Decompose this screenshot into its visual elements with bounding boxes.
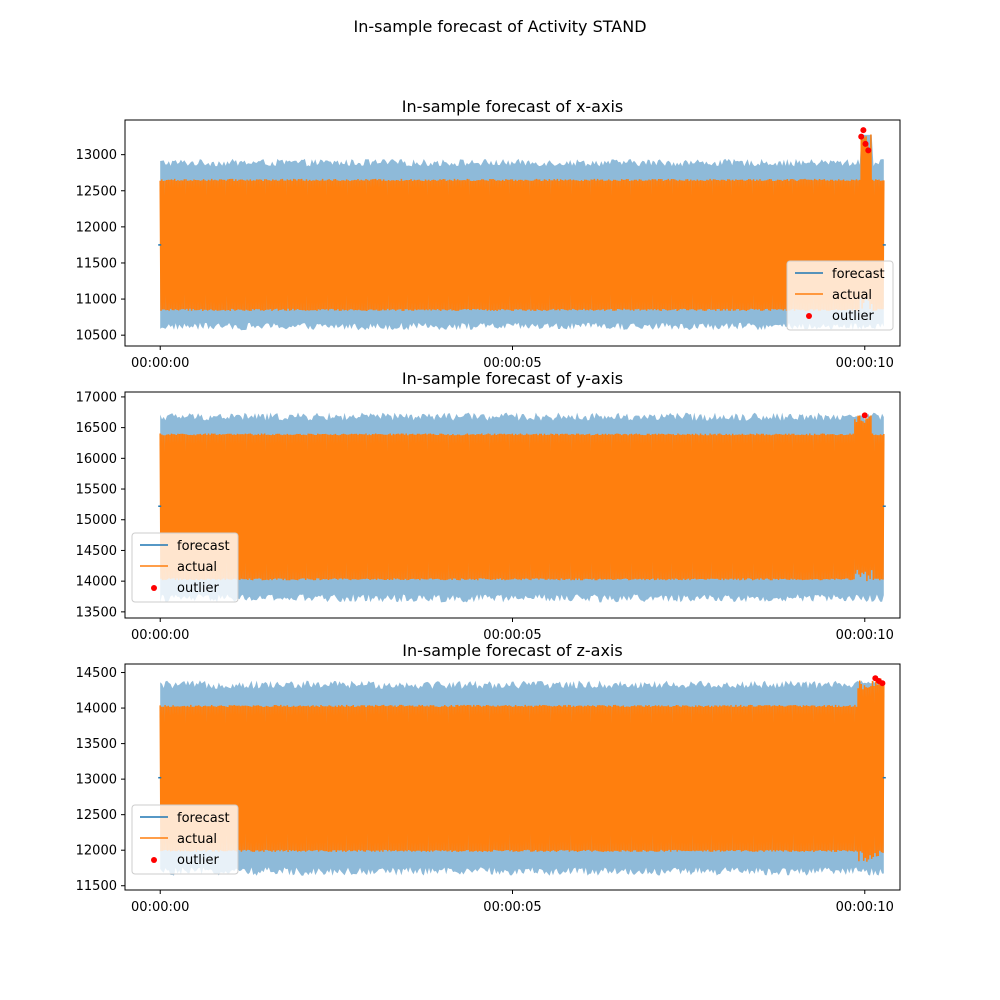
subplot-2: 13500 14000 14500 15000 15500 16000 16500 17000… bbox=[76, 369, 901, 643]
actual-line bbox=[159, 415, 885, 582]
legend-label: outlier bbox=[832, 309, 875, 324]
subplot-title: In-sample forecast of z-axis bbox=[402, 641, 622, 660]
subplot-title: In-sample forecast of y-axis bbox=[402, 369, 623, 388]
y-tick-label: 10500 bbox=[76, 329, 117, 344]
legend-outlier-swatch bbox=[806, 313, 812, 319]
y-tick-label: 12500 bbox=[76, 808, 117, 823]
legend-label: outlier bbox=[177, 853, 220, 868]
outlier-point bbox=[865, 147, 872, 154]
x-tick-label: 00:00:10 bbox=[836, 628, 894, 643]
plot-area bbox=[158, 127, 886, 331]
legend-label: forecast bbox=[832, 267, 885, 282]
legend-box bbox=[131, 804, 239, 875]
y-tick-label: 14500 bbox=[76, 544, 117, 559]
y-tick-label: 11000 bbox=[76, 293, 117, 308]
y-tick-label: 16500 bbox=[76, 421, 117, 436]
legend-box bbox=[131, 532, 239, 603]
y-tick-label: 12000 bbox=[76, 844, 117, 859]
legend-label: actual bbox=[177, 560, 217, 575]
legend: forecast actual outlier bbox=[786, 260, 894, 331]
subplot-1: 10500 11000 11500 12000 12500 13000 00:00:00 00… bbox=[76, 97, 901, 371]
outlier-point bbox=[879, 680, 886, 687]
y-tick-label: 16000 bbox=[76, 452, 117, 467]
actual-line bbox=[159, 678, 885, 862]
y-tick-label: 13500 bbox=[76, 605, 117, 620]
subplot-title: In-sample forecast of x-axis bbox=[402, 97, 623, 116]
outlier-point bbox=[861, 412, 868, 419]
legend: forecast actual outlier bbox=[131, 532, 239, 603]
x-tick-label: 00:00:05 bbox=[483, 356, 541, 371]
legend-label: actual bbox=[177, 832, 217, 847]
legend-outlier-swatch bbox=[151, 585, 157, 591]
x-tick-label: 00:00:10 bbox=[836, 900, 894, 915]
y-tick-label: 14000 bbox=[76, 575, 117, 590]
y-tick-label: 14500 bbox=[76, 666, 117, 681]
y-tick-label: 11500 bbox=[76, 256, 117, 271]
legend-label: forecast bbox=[177, 811, 230, 826]
x-tick-label: 00:00:00 bbox=[131, 900, 189, 915]
legend-label: outlier bbox=[177, 581, 220, 596]
y-tick-label: 15000 bbox=[76, 513, 117, 528]
outlier-point bbox=[858, 133, 865, 140]
x-tick-label: 00:00:05 bbox=[483, 900, 541, 915]
actual-line bbox=[159, 134, 885, 312]
legend-label: actual bbox=[832, 288, 872, 303]
x-tick-label: 00:00:00 bbox=[131, 356, 189, 371]
y-tick-label: 13000 bbox=[76, 148, 117, 163]
legend-outlier-swatch bbox=[151, 857, 157, 863]
y-tick-label: 17000 bbox=[76, 390, 117, 405]
x-tick-label: 00:00:00 bbox=[131, 628, 189, 643]
y-tick-label: 15500 bbox=[76, 483, 117, 498]
legend-box bbox=[786, 260, 894, 331]
y-tick-label: 13500 bbox=[76, 737, 117, 752]
plot-area bbox=[158, 412, 886, 603]
y-tick-label: 12000 bbox=[76, 220, 117, 235]
legend-label: forecast bbox=[177, 539, 230, 554]
y-tick-label: 14000 bbox=[76, 702, 117, 717]
subplot-3: 11500 12000 12500 13000 13500 14000 14500 00:00… bbox=[76, 641, 901, 915]
x-tick-label: 00:00:05 bbox=[483, 628, 541, 643]
x-tick-label: 00:00:10 bbox=[836, 356, 894, 371]
y-tick-label: 11500 bbox=[76, 879, 117, 894]
outlier-point bbox=[862, 140, 869, 147]
figure-suptitle: In-sample forecast of Activity STAND bbox=[353, 17, 647, 36]
legend: forecast actual outlier bbox=[131, 804, 239, 875]
outlier-point bbox=[860, 127, 867, 134]
y-tick-label: 13000 bbox=[76, 773, 117, 788]
y-tick-label: 12500 bbox=[76, 184, 117, 199]
plot-area bbox=[158, 675, 886, 876]
